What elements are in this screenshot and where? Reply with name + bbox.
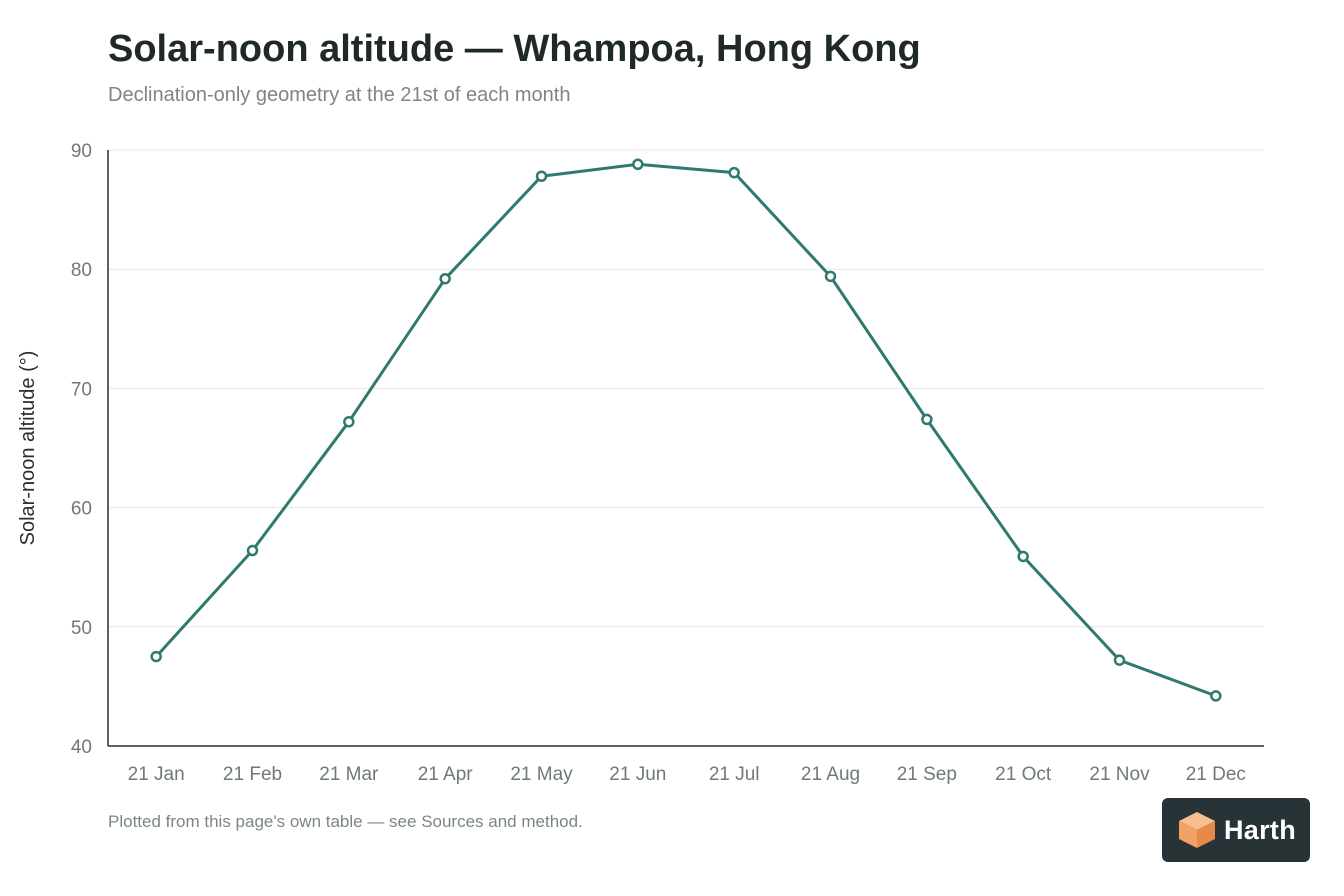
y-tick-label: 90 (71, 141, 92, 162)
axes (107, 150, 1264, 747)
data-point[interactable] (1113, 654, 1126, 666)
x-tick-label: 21 Dec (1186, 764, 1246, 785)
data-point[interactable] (1210, 690, 1222, 702)
data-point[interactable] (632, 158, 644, 171)
x-tick-label: 21 May (510, 764, 573, 785)
data-point[interactable] (728, 166, 740, 179)
y-tick-label: 70 (71, 379, 92, 400)
data-point[interactable] (535, 170, 548, 182)
data-point[interactable] (824, 270, 837, 283)
badge-label: Harth (1224, 814, 1297, 845)
x-tick-label: 21 Mar (319, 764, 379, 785)
x-tick-label: 21 Apr (418, 764, 474, 785)
x-tick-label: 21 Feb (223, 764, 282, 785)
chart-title: Solar-noon altitude — Whampoa, Hong Kong (108, 28, 921, 70)
chart-subtitle: Declination-only geometry at the 21st of… (108, 84, 571, 106)
y-tick-label: 80 (71, 260, 92, 281)
x-tick-label: 21 Nov (1089, 764, 1150, 785)
data-point[interactable] (439, 272, 451, 285)
series-line (154, 162, 1218, 698)
footer-note: Plotted from this page's own table — see… (108, 812, 583, 831)
series-altitude (150, 158, 1222, 702)
data-point[interactable] (343, 416, 355, 428)
x-tick-label: 21 Oct (995, 764, 1052, 785)
x-tick-label: 21 Jul (709, 764, 760, 785)
x-tick-labels: 21 Jan 21 Feb 21 Mar 21 Apr 21 May 21 Jun 21 J… (128, 764, 1246, 785)
data-point[interactable] (150, 650, 162, 663)
brand-badge[interactable]: Harth (1162, 798, 1310, 862)
x-tick-label: 21 Jan (128, 764, 185, 785)
y-axis-label: Solar-noon altitude (°) (17, 351, 39, 546)
data-point[interactable] (921, 413, 933, 426)
y-tick-label: 60 (71, 499, 92, 520)
data-point[interactable] (246, 544, 259, 557)
data-point[interactable] (1017, 550, 1029, 563)
cube-logo-icon (1179, 812, 1215, 848)
y-tick-labels: 40 50 60 70 80 90 (71, 141, 92, 758)
y-tick-label: 40 (71, 737, 92, 758)
x-tick-label: 21 Sep (897, 764, 957, 785)
x-tick-label: 21 Jun (609, 764, 666, 785)
y-tick-label: 50 (71, 618, 92, 639)
grid-lines (108, 149, 1264, 628)
x-tick-label: 21 Aug (801, 764, 860, 785)
